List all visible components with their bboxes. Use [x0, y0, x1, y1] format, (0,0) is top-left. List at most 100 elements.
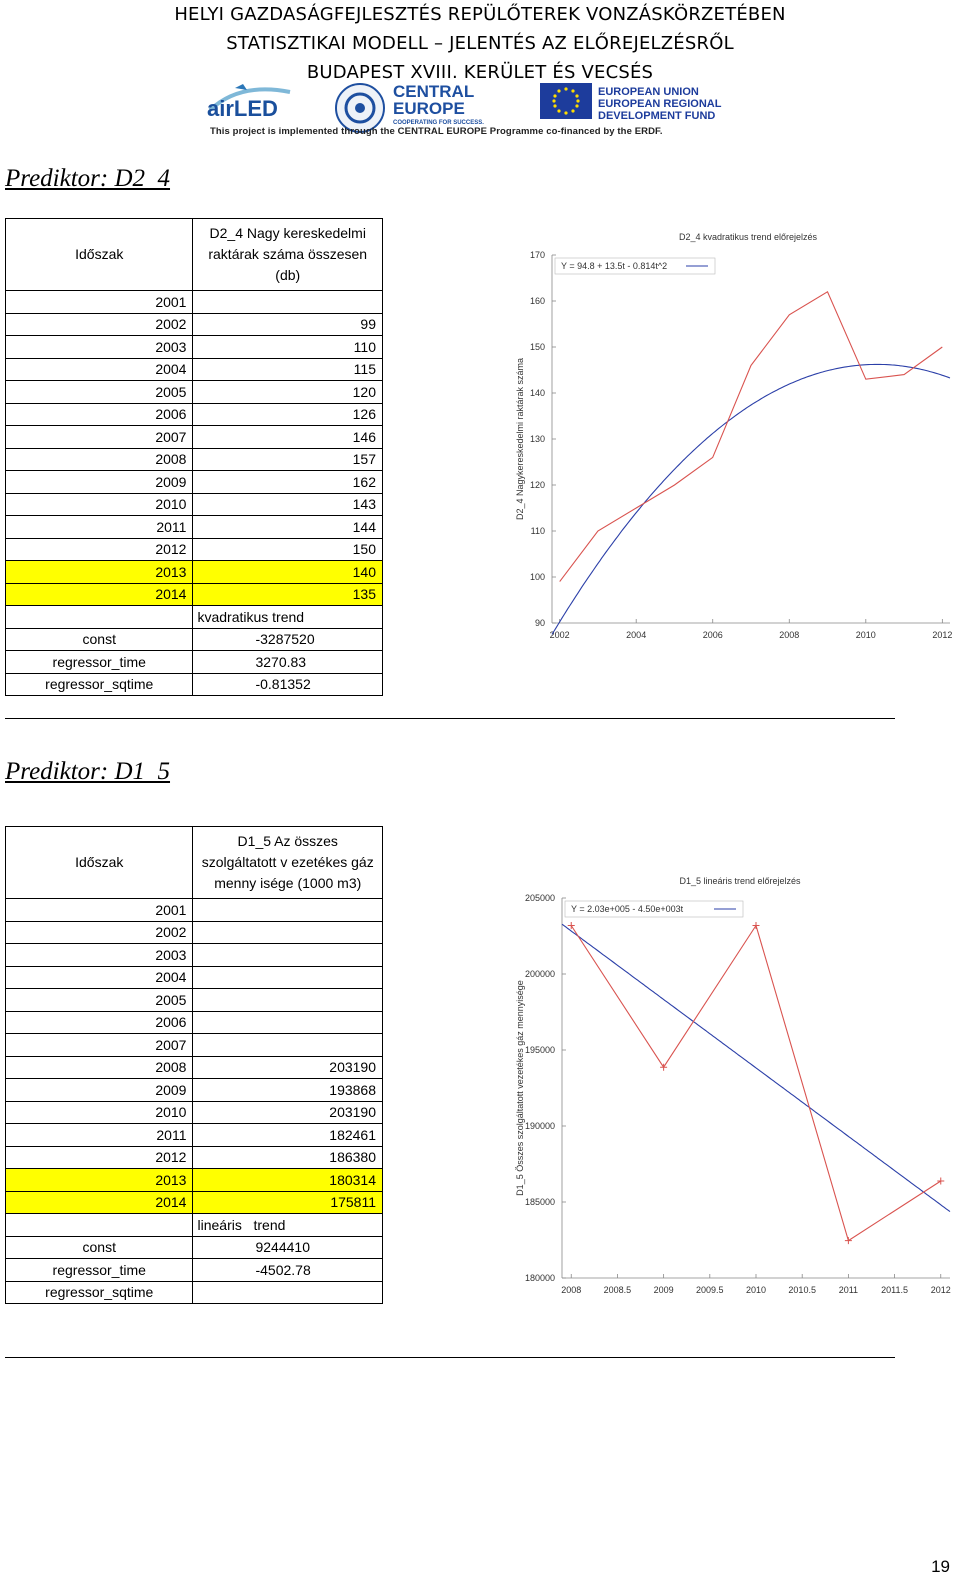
y-axis-label: D1_5 Összes szolgáltatott vezetékes gáz …	[515, 980, 525, 1196]
legend-box	[554, 257, 716, 275]
column-header-line: (db)	[275, 267, 301, 283]
header-line-3: BUDAPEST XVIII. KERÜLET ÉS VECSÉS	[306, 62, 654, 83]
model-label-row: lineáris trend	[4, 1213, 383, 1237]
coefficient-row: regressor_time 3270.83	[4, 650, 383, 674]
table-row: 2011 182461	[4, 1123, 383, 1147]
x-tick-label: 2004	[626, 630, 646, 640]
value-cell: 126	[192, 402, 383, 426]
value-cell: 140	[192, 560, 383, 584]
coefficient-value: -4502.78	[192, 1258, 383, 1282]
year-cell: 2003	[4, 335, 194, 359]
section1-title: Prediktor: D2_4	[5, 165, 171, 192]
x-tick-label: 2010	[746, 1285, 766, 1295]
data-point-marker	[660, 1063, 668, 1071]
value-cell	[192, 988, 383, 1012]
section2-divider	[5, 1357, 895, 1358]
legend-box	[564, 900, 744, 918]
coefficient-row: const -3287520	[4, 627, 383, 651]
y-tick-label: 100	[530, 572, 545, 582]
table-row: 2003	[4, 943, 383, 967]
trend-line	[561, 923, 951, 1213]
year-cell: 2007	[4, 425, 194, 449]
europe-text: EUROPE	[393, 99, 465, 118]
value-cell	[192, 1033, 383, 1057]
coefficient-name: regressor_sqtime	[4, 1280, 194, 1304]
y-axis-label: D2_4 Nagykereskedelmi raktárak száma	[515, 358, 525, 520]
eu-text-2: EUROPEAN REGIONAL	[598, 98, 722, 110]
year-cell: 2012	[4, 537, 194, 561]
y-tick-label: 90	[535, 618, 545, 628]
year-cell: 2010	[4, 1100, 194, 1124]
y-tick-label: 140	[530, 388, 545, 398]
year-cell: 2003	[4, 943, 194, 967]
column-header-line: D1_5 Az összes	[237, 833, 338, 849]
x-tick-label: 2012	[931, 1285, 951, 1295]
section2-title: Prediktor: D1_5	[5, 758, 171, 785]
section1-table: Időszak D2_4 Nagy kereskedelmi raktárak sz…	[4, 218, 383, 696]
coefficient-value: -0.81352	[192, 672, 383, 696]
eu-text-3: DEVELOPMENT FUND	[598, 110, 715, 122]
value-cell: 175811	[192, 1190, 383, 1214]
x-tick-label: 2010	[856, 630, 876, 640]
value-cell: 115	[192, 357, 383, 381]
y-tick-label: 195000	[525, 1045, 555, 1055]
actual-series-line	[559, 291, 943, 582]
year-cell: 2002	[4, 312, 194, 336]
column-header-period: Időszak	[4, 826, 194, 899]
section1-divider	[5, 718, 895, 719]
column-header-line: szolgáltatott v ezetékes gáz	[201, 854, 374, 870]
coefficient-name: const	[4, 627, 194, 651]
value-cell: 120	[192, 380, 383, 404]
year-cell: 2002	[4, 920, 194, 944]
value-cell: 193868	[192, 1078, 383, 1102]
coefficient-row: regressor_time -4502.78	[4, 1258, 383, 1282]
table-row: 2007	[4, 1033, 383, 1057]
value-cell: 144	[192, 515, 383, 539]
value-cell: 203190	[192, 1100, 383, 1124]
value-cell	[192, 943, 383, 967]
table-row: 2008 157	[4, 447, 383, 471]
x-tick-label: 2008.5	[604, 1285, 632, 1295]
value-cell: 186380	[192, 1145, 383, 1169]
y-tick-label: 150	[530, 342, 545, 352]
column-header-line: menny isége (1000 m3)	[214, 875, 362, 891]
central-europe-logo: CENTRAL EUROPE COOPERATING FOR SUCCESS.	[335, 82, 484, 133]
table-row: 2001	[4, 290, 383, 314]
table-row: 2001	[4, 898, 383, 922]
year-cell: 2013	[4, 1168, 194, 1192]
table-row: 2012 186380	[4, 1145, 383, 1169]
table-row: 2004	[4, 965, 383, 989]
y-tick-label: 190000	[525, 1121, 555, 1131]
table-row: 2011 144	[4, 515, 383, 539]
year-cell: 2004	[4, 357, 194, 381]
table-row: 2002 99	[4, 312, 383, 336]
year-cell: 2007	[4, 1033, 194, 1057]
data-point-marker	[937, 1177, 945, 1185]
column-header-value: D1_5 Az összes szolgáltatott v ezetékes g…	[192, 826, 383, 899]
coefficient-name: regressor_time	[4, 650, 194, 674]
legend-label: Y = 94.8 + 13.5t - 0.814t^2	[561, 261, 667, 271]
table-row: 2008 203190	[4, 1055, 383, 1079]
year-cell: 2013	[4, 560, 194, 584]
eu-text-1: EUROPEAN UNION	[598, 86, 699, 98]
chart-d1-5: D1_5 lineáris trend előrejelzés 180000 185…	[515, 876, 951, 1295]
model-label-row: kvadratikus trend	[4, 605, 383, 629]
blank-cell	[4, 1213, 194, 1237]
column-header-value: D2_4 Nagy kereskedelmi raktárak száma öss…	[192, 218, 383, 291]
table-row: 2003 110	[4, 335, 383, 359]
airled-logo: airLED	[207, 84, 291, 121]
table-row: 2005	[4, 988, 383, 1012]
x-tick-label: 2012	[932, 630, 952, 640]
value-cell: 99	[192, 312, 383, 336]
value-cell: 110	[192, 335, 383, 359]
data-point-marker	[752, 922, 760, 930]
coefficient-row: const 9244410	[4, 1235, 383, 1259]
x-tick-label: 2006	[703, 630, 723, 640]
model-label: kvadratikus trend	[192, 605, 383, 629]
section2-table: Időszak D1_5 Az összes szolgáltatott v eze…	[4, 826, 383, 1304]
header-line-1: HELYI GAZDASÁGFEJLESZTÉS REPÜLŐTEREK VON…	[174, 4, 786, 25]
value-cell: 150	[192, 537, 383, 561]
table-row: 2014 175811	[4, 1190, 383, 1214]
year-cell: 2008	[4, 447, 194, 471]
column-header-period: Időszak	[4, 218, 194, 291]
